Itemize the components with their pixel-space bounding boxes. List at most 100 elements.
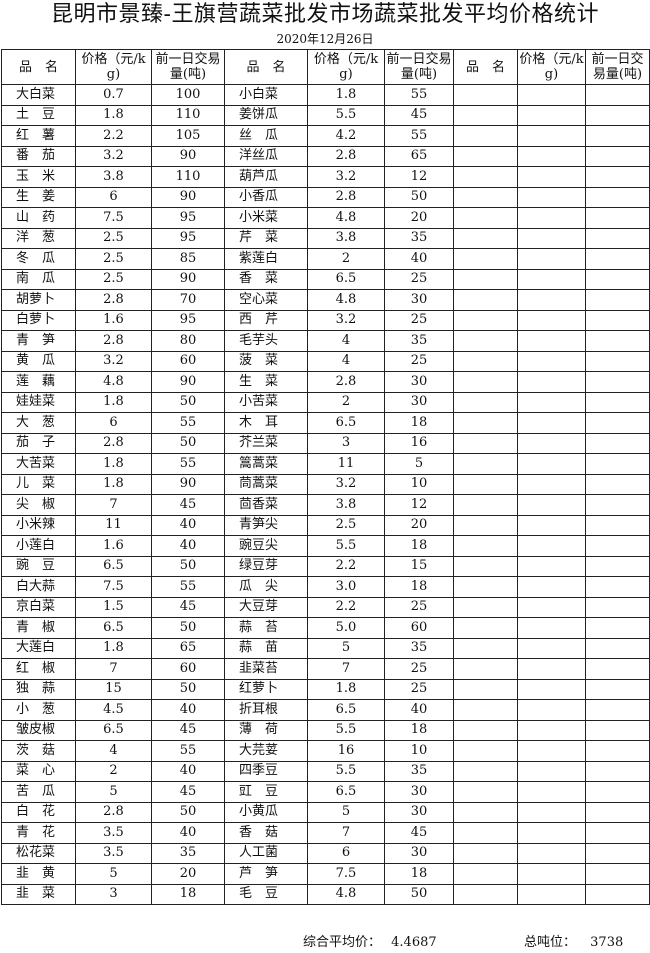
cell-name: 苦 瓜 — [1, 781, 76, 803]
cell-empty — [453, 125, 518, 147]
cell-name: 豇 豆 — [224, 781, 308, 803]
cell-empty — [453, 268, 518, 290]
cell-price: 5 — [307, 637, 385, 659]
cell-price: 3.2 — [307, 309, 385, 331]
cell-empty — [585, 658, 650, 680]
cell-empty — [585, 227, 650, 249]
cell-volume: 90 — [151, 473, 225, 495]
cell-name: 菜 心 — [1, 760, 76, 782]
cell-price: 2.8 — [307, 145, 385, 167]
cell-volume: 15 — [384, 555, 454, 577]
cell-empty — [585, 719, 650, 741]
table-row: 玉 米 3.8 110 葫芦瓜 3.2 12 — [1, 166, 650, 188]
cell-name: 娃娃菜 — [1, 391, 76, 413]
cell-volume: 35 — [384, 330, 454, 352]
table-row: 苦 瓜 5 45 豇 豆 6.5 30 — [1, 781, 650, 803]
cell-empty — [453, 432, 518, 454]
cell-price: 2 — [75, 760, 152, 782]
table-row: 红 薯 2.2 105 丝 瓜 4.2 55 — [1, 125, 650, 147]
cell-name: 红 椒 — [1, 658, 76, 680]
cell-volume: 30 — [384, 801, 454, 823]
cell-price: 6 — [75, 186, 152, 208]
cell-price: 2.8 — [75, 289, 152, 311]
cell-price: 7.5 — [307, 863, 385, 885]
table-row: 大 葱 6 55 木 耳 6.5 18 — [1, 412, 650, 434]
cell-price: 6.5 — [307, 268, 385, 290]
cell-empty — [453, 371, 518, 393]
table-row: 小莲白 1.6 40 豌豆尖 5.5 18 — [1, 535, 650, 557]
table-row: 洋 葱 2.5 95 芹 菜 3.8 35 — [1, 227, 650, 249]
cell-empty — [585, 781, 650, 803]
cell-volume: 45 — [151, 719, 225, 741]
cell-empty — [585, 104, 650, 126]
table-row: 白 花 2.8 50 小黄瓜 5 30 — [1, 801, 650, 823]
cell-volume: 30 — [384, 781, 454, 803]
cell-name: 香 菜 — [224, 268, 308, 290]
cell-empty — [517, 125, 586, 147]
cell-empty — [453, 473, 518, 495]
cell-volume: 5 — [384, 453, 454, 475]
cell-volume: 18 — [384, 719, 454, 741]
cell-empty — [517, 822, 586, 844]
cell-name: 豌 豆 — [1, 555, 76, 577]
cell-empty — [453, 494, 518, 516]
cell-name: 茼蒿菜 — [224, 473, 308, 495]
cell-name: 青 花 — [1, 822, 76, 844]
cell-volume: 40 — [151, 822, 225, 844]
table-row: 小米辣 11 40 青笋尖 2.5 20 — [1, 514, 650, 536]
cell-volume: 35 — [384, 227, 454, 249]
cell-name: 茄 子 — [1, 432, 76, 454]
cell-volume: 40 — [384, 248, 454, 270]
cell-volume: 20 — [151, 863, 225, 885]
cell-name: 芦 笋 — [224, 863, 308, 885]
cell-empty — [517, 883, 586, 905]
cell-empty — [517, 863, 586, 885]
cell-volume: 45 — [384, 104, 454, 126]
table-row: 韭 菜 3 18 毛 豆 4.8 50 — [1, 883, 650, 905]
cell-price: 6.5 — [307, 781, 385, 803]
cell-volume: 65 — [384, 145, 454, 167]
cell-empty — [453, 617, 518, 639]
header-volume: 前一日交易量(吨) — [151, 49, 225, 85]
table-row: 京白菜 1.5 45 大豆芽 2.2 25 — [1, 596, 650, 618]
cell-empty — [585, 350, 650, 372]
table-row: 娃娃菜 1.8 50 小苦菜 2 30 — [1, 391, 650, 413]
cell-empty — [585, 125, 650, 147]
cell-volume: 30 — [384, 289, 454, 311]
cell-empty — [585, 330, 650, 352]
cell-empty — [517, 637, 586, 659]
cell-name: 人工菌 — [224, 842, 308, 864]
total-tonnage-label: 总吨位： — [524, 935, 577, 950]
cell-empty — [585, 145, 650, 167]
cell-empty — [453, 883, 518, 905]
cell-empty — [585, 801, 650, 823]
cell-volume: 60 — [151, 658, 225, 680]
cell-volume: 60 — [384, 617, 454, 639]
header-price: 价格（元/kg) — [75, 49, 152, 85]
table-row: 松花菜 3.5 35 人工菌 6 30 — [1, 842, 650, 864]
table-row: 山 药 7.5 95 小米菜 4.8 20 — [1, 207, 650, 229]
cell-volume: 12 — [384, 494, 454, 516]
cell-price: 4.8 — [75, 371, 152, 393]
cell-volume: 40 — [151, 699, 225, 721]
header-row: 品 名 价格（元/kg) 前一日交易量(吨) 品 名 价格（元/kg) 前一日交… — [1, 49, 650, 85]
cell-name: 生 菜 — [224, 371, 308, 393]
cell-price: 5.5 — [307, 535, 385, 557]
cell-name: 尖 椒 — [1, 494, 76, 516]
table-row: 茨 菇 4 55 大芫荽 16 10 — [1, 740, 650, 762]
cell-price: 1.8 — [75, 104, 152, 126]
cell-empty — [585, 699, 650, 721]
cell-empty — [585, 391, 650, 413]
table-row: 番 茄 3.2 90 洋丝瓜 2.8 65 — [1, 145, 650, 167]
cell-volume: 40 — [151, 760, 225, 782]
cell-empty — [585, 166, 650, 188]
cell-volume: 110 — [151, 166, 225, 188]
cell-empty — [585, 842, 650, 864]
cell-volume: 25 — [384, 268, 454, 290]
cell-volume: 50 — [384, 186, 454, 208]
cell-empty — [453, 166, 518, 188]
cell-name: 大芫荽 — [224, 740, 308, 762]
cell-empty — [517, 453, 586, 475]
cell-empty — [453, 678, 518, 700]
cell-name: 小 葱 — [1, 699, 76, 721]
